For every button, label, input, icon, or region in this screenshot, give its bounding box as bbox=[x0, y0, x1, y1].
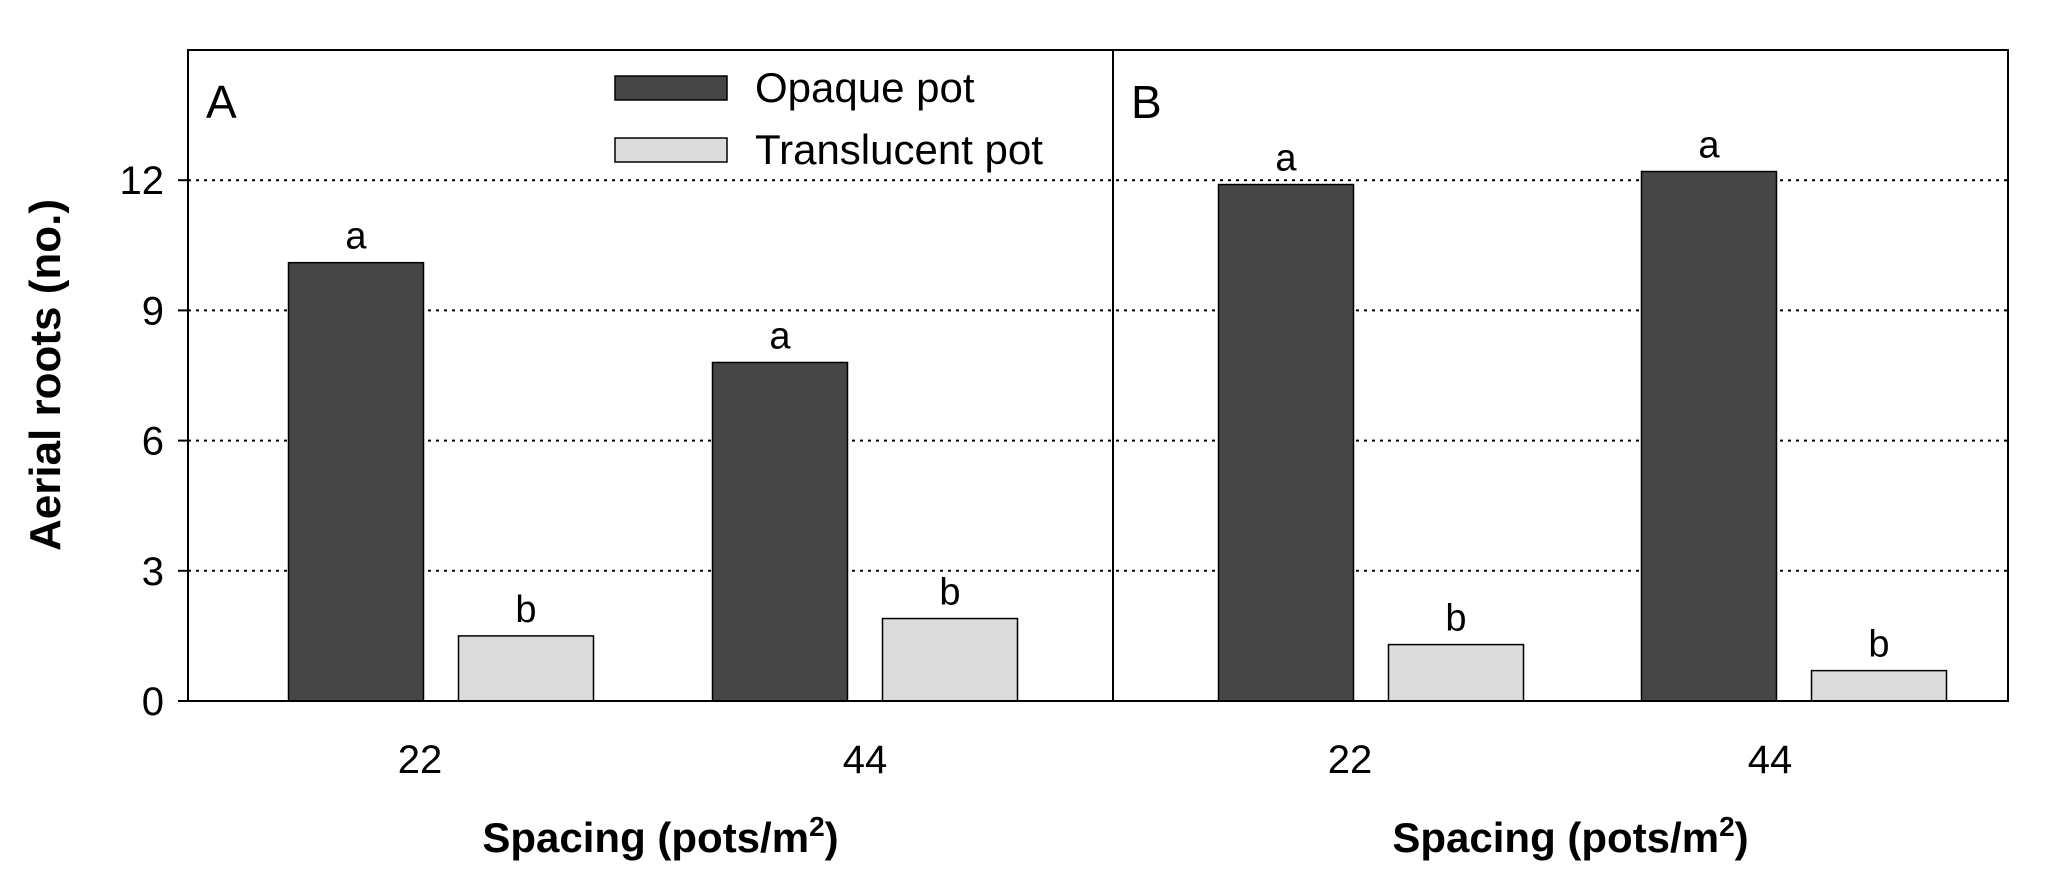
x-axis-label: Spacing (pots/m2) bbox=[482, 811, 838, 861]
bar bbox=[1217, 183, 1355, 702]
bars bbox=[287, 170, 1948, 702]
bar bbox=[881, 617, 1019, 702]
x-tick-label: 22 bbox=[1328, 738, 1373, 782]
bar bbox=[457, 635, 595, 702]
bar bbox=[1810, 669, 1948, 702]
significance-letter: b bbox=[515, 589, 536, 631]
x-tick-label: 44 bbox=[1748, 738, 1793, 782]
significance-letter: a bbox=[1698, 125, 1720, 167]
y-tick-label: 3 bbox=[142, 550, 164, 594]
y-tick-label: 9 bbox=[142, 289, 164, 333]
y-tick-label: 12 bbox=[120, 159, 165, 203]
legend-swatch bbox=[614, 75, 728, 101]
significance-letter: b bbox=[939, 572, 960, 614]
panel-label: A bbox=[206, 76, 237, 128]
bar bbox=[1640, 170, 1778, 702]
bar bbox=[1387, 643, 1525, 702]
x-axis-label: Spacing (pots/m2) bbox=[1392, 811, 1748, 861]
y-tick-label: 0 bbox=[142, 680, 164, 724]
bar bbox=[711, 361, 849, 702]
significance-letter: b bbox=[1868, 624, 1889, 666]
bar bbox=[287, 261, 425, 702]
significance-letter: a bbox=[769, 315, 791, 357]
x-tick-label: 44 bbox=[843, 738, 888, 782]
panel-label: B bbox=[1131, 76, 1162, 128]
significance-letter: a bbox=[345, 216, 367, 258]
plot-border bbox=[187, 49, 2009, 702]
x-tick-label: 22 bbox=[398, 738, 443, 782]
y-tick-label: 6 bbox=[142, 420, 164, 464]
legend-label: Opaque pot bbox=[755, 64, 975, 111]
y-axis-label: Aerial roots (no.) bbox=[21, 199, 70, 551]
significance-letter: a bbox=[1275, 138, 1297, 180]
significance-letter: b bbox=[1445, 598, 1466, 640]
plot-frame bbox=[178, 49, 2009, 702]
legend-label: Translucent pot bbox=[755, 126, 1043, 173]
legend-swatch bbox=[614, 137, 728, 163]
